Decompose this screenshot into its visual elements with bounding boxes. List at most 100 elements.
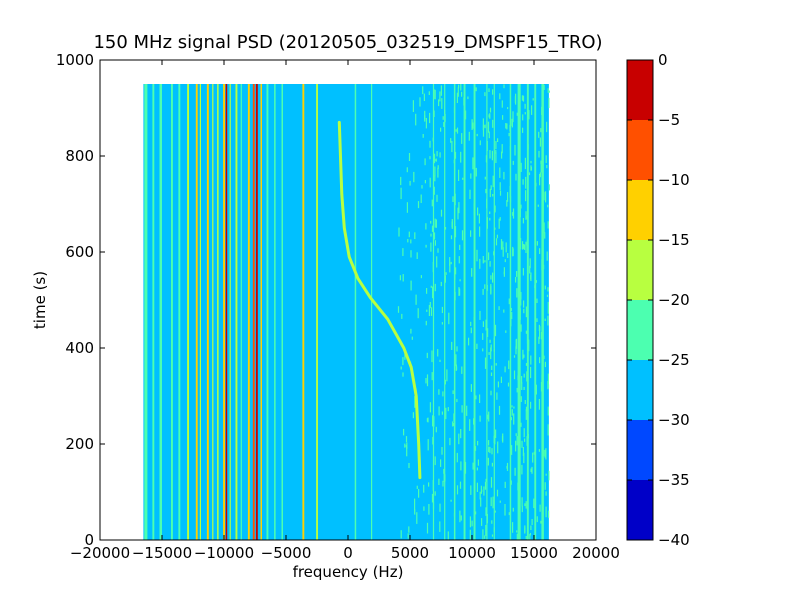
noise-speck <box>539 357 541 364</box>
noise-speck <box>499 190 502 196</box>
noise-speck <box>425 223 427 230</box>
noise-speck <box>489 107 492 113</box>
psd-stripe <box>463 84 466 540</box>
noise-speck <box>423 484 425 493</box>
noise-speck <box>502 241 504 250</box>
noise-speck <box>497 441 499 454</box>
noise-speck <box>469 529 471 540</box>
colorbar: 0 −5 −10 −15 −20 −25 −30 −35 −40 <box>626 51 690 549</box>
noise-speck <box>522 95 525 102</box>
noise-speck <box>442 391 444 397</box>
noise-speck <box>540 128 542 133</box>
noise-speck <box>525 211 527 220</box>
noise-speck <box>441 306 443 313</box>
noise-speck <box>547 315 549 326</box>
noise-speck <box>439 521 441 532</box>
noise-speck <box>496 489 499 497</box>
noise-speck <box>547 373 549 384</box>
noise-speck <box>525 409 527 420</box>
noise-speck <box>484 92 486 97</box>
noise-speck <box>461 366 463 374</box>
noise-speck <box>496 234 498 239</box>
noise-speck <box>512 248 514 257</box>
noise-speck <box>538 336 540 344</box>
colorbar-level <box>627 180 653 240</box>
noise-speck <box>516 112 518 116</box>
noise-speck <box>516 533 518 540</box>
noise-speck <box>477 459 479 466</box>
noise-speck <box>429 302 431 309</box>
noise-speck <box>407 239 409 243</box>
colorbar-level <box>627 60 653 120</box>
noise-speck <box>510 480 512 485</box>
x-tick-label: −5000 <box>261 544 312 562</box>
noise-speck <box>525 501 527 509</box>
noise-speck <box>430 307 433 316</box>
noise-speck <box>489 113 491 119</box>
noise-speck <box>539 137 541 147</box>
noise-speck <box>423 506 425 511</box>
x-axis: −20000 −15000 −10000 −5000 0 5000 10000 15000 20… <box>70 60 620 562</box>
noise-speck <box>512 160 514 165</box>
noise-speck <box>515 277 517 283</box>
noise-speck <box>540 164 542 173</box>
noise-speck <box>525 306 527 318</box>
noise-speck <box>424 158 426 166</box>
noise-speck <box>525 363 528 366</box>
noise-speck <box>498 405 501 415</box>
noise-speck <box>457 87 459 97</box>
noise-speck <box>456 485 459 495</box>
noise-speck <box>442 116 444 120</box>
noise-speck <box>475 87 477 92</box>
noise-speck <box>460 151 462 163</box>
noise-speck <box>477 440 479 446</box>
colorbar-level <box>627 420 653 480</box>
noise-speck <box>418 489 420 498</box>
noise-speck <box>490 390 492 396</box>
noise-speck <box>529 265 531 274</box>
psd-stripe <box>281 84 283 540</box>
noise-speck <box>503 84 505 89</box>
noise-speck <box>499 93 501 100</box>
noise-speck <box>502 247 504 257</box>
noise-speck <box>529 533 531 536</box>
noise-speck <box>414 232 416 239</box>
noise-speck <box>400 187 402 200</box>
noise-speck <box>484 284 486 289</box>
x-tick-label: 0 <box>343 544 353 562</box>
noise-speck <box>511 445 513 455</box>
noise-speck <box>437 248 439 253</box>
noise-speck <box>440 127 442 132</box>
psd-stripe <box>247 84 250 540</box>
noise-speck <box>433 153 436 164</box>
noise-speck <box>475 395 477 400</box>
noise-speck <box>511 118 513 128</box>
noise-speck <box>437 165 439 170</box>
noise-speck <box>482 333 484 340</box>
noise-speck <box>407 533 409 539</box>
noise-speck <box>440 459 442 467</box>
noise-speck <box>520 422 522 427</box>
noise-speck <box>428 482 430 487</box>
noise-speck <box>526 371 528 382</box>
noise-speck <box>413 171 415 183</box>
noise-speck <box>429 177 431 188</box>
noise-speck <box>410 250 412 258</box>
noise-speck <box>522 127 524 133</box>
noise-speck <box>548 184 550 191</box>
noise-speck <box>524 438 526 442</box>
noise-speck <box>430 233 432 237</box>
noise-speck <box>532 452 534 463</box>
colorbar-level <box>627 300 653 360</box>
noise-speck <box>428 305 430 316</box>
noise-speck <box>412 100 414 112</box>
noise-speck <box>469 419 471 431</box>
noise-speck <box>522 447 524 456</box>
noise-speck <box>491 150 493 161</box>
noise-speck <box>441 411 443 415</box>
noise-speck <box>430 220 432 224</box>
noise-speck <box>436 256 438 268</box>
noise-speck <box>479 226 481 237</box>
noise-speck <box>547 88 549 93</box>
psd-stripe <box>453 84 456 540</box>
